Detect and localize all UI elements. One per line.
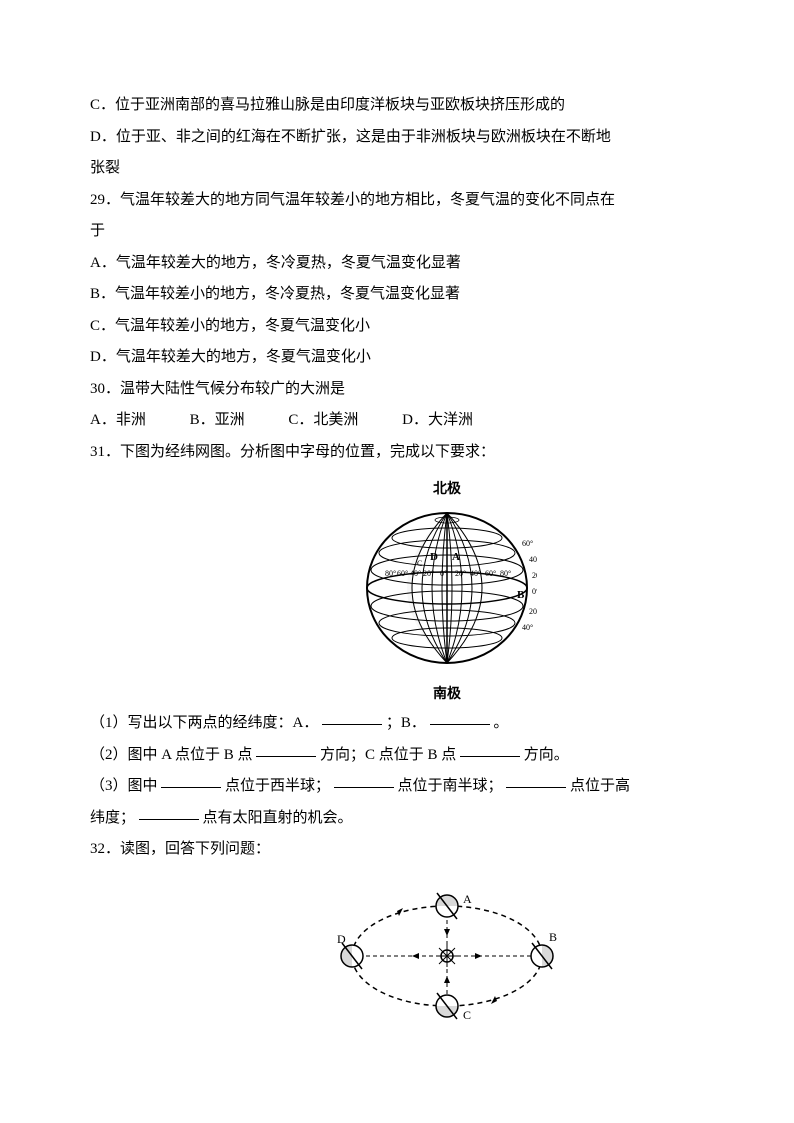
svg-text:40°: 40° <box>522 623 533 632</box>
globe-figure-container: 北极 80° 60° 40° 20° 0° <box>90 478 704 703</box>
blank-dir2[interactable] <box>460 742 520 757</box>
svg-text:80°: 80° <box>500 569 511 578</box>
svg-text:D: D <box>430 551 438 563</box>
q32-stem: 32．读图，回答下列问题： <box>90 834 704 866</box>
q31-sub3-l1: （3）图中 点位于西半球； 点位于南半球； 点位于高 <box>90 771 704 803</box>
orbit-figure-container: A B C D <box>90 881 704 1031</box>
svg-text:60°: 60° <box>522 539 533 548</box>
svg-text:20°: 20° <box>532 571 537 580</box>
globe-south-label: 南极 <box>357 683 537 703</box>
svg-text:A: A <box>463 892 472 906</box>
q31-sub2-b: 方向；C 点位于 B 点 <box>320 747 456 763</box>
q30-options-row: A．非洲 B．亚洲 C．北美洲 D．大洋洲 <box>90 405 704 437</box>
q31-sub3-c: 点位于南半球； <box>398 778 503 794</box>
q29-option-b: B．气温年较差小的地方，冬冷夏热，冬夏气温变化显著 <box>90 279 704 311</box>
q29-stem-l2: 于 <box>90 216 704 248</box>
q31-stem: 31．下图为经纬网图。分析图中字母的位置，完成以下要求： <box>90 437 704 469</box>
svg-text:20°: 20° <box>423 569 434 578</box>
q31-sub3-d: 点位于高 <box>570 778 630 794</box>
svg-text:B: B <box>517 589 525 601</box>
blank-west[interactable] <box>161 773 221 788</box>
q29-option-a: A．气温年较差大的地方，冬冷夏热，冬夏气温变化显著 <box>90 248 704 280</box>
q28-option-d-l1: D．位于亚、非之间的红海在不断扩张，这是由于非洲板块与欧洲板块在不断地 <box>90 122 704 154</box>
q30-option-d: D．大洋洲 <box>402 412 473 428</box>
q31-sub1-b: ；B． <box>386 715 426 731</box>
svg-text:20°: 20° <box>455 569 466 578</box>
blank-high[interactable] <box>506 773 566 788</box>
q29-option-d: D．气温年较差大的地方，冬夏气温变化小 <box>90 342 704 374</box>
svg-text:40°: 40° <box>470 569 481 578</box>
q31-sub1-a: （1）写出以下两点的经纬度：A． <box>90 715 318 731</box>
blank-dir1[interactable] <box>256 742 316 757</box>
globe-diagram-icon: 80° 60° 40° 20° 0° 20° 40° 60° 80° 60° 4… <box>357 498 537 678</box>
q31-sub3-l2: 纬度； 点有太阳直射的机会。 <box>90 803 704 835</box>
q31-sub1-c: 。 <box>493 715 508 731</box>
svg-text:A: A <box>452 551 460 563</box>
q31-sub3-l2b: 点有太阳直射的机会。 <box>203 810 353 826</box>
q31-sub3-b: 点位于西半球； <box>225 778 330 794</box>
orbit-diagram-icon: A B C D <box>337 881 557 1031</box>
globe-north-label: 北极 <box>357 478 537 498</box>
svg-text:0°: 0° <box>440 569 447 578</box>
q28-option-d-l2: 张裂 <box>90 153 704 185</box>
q30-option-c: C．北美洲 <box>288 412 358 428</box>
blank-b[interactable] <box>430 710 490 725</box>
blank-a[interactable] <box>322 710 382 725</box>
blank-south[interactable] <box>334 773 394 788</box>
q31-sub2: （2）图中 A 点位于 B 点 方向；C 点位于 B 点 方向。 <box>90 740 704 772</box>
q31-sub3-a: （3）图中 <box>90 778 158 794</box>
svg-text:80°: 80° <box>385 569 396 578</box>
svg-text:60°: 60° <box>485 569 496 578</box>
svg-text:60°: 60° <box>397 569 408 578</box>
q30-option-a: A．非洲 <box>90 412 146 428</box>
q30-option-b: B．亚洲 <box>190 412 245 428</box>
q30-stem: 30．温带大陆性气候分布较广的大洲是 <box>90 374 704 406</box>
svg-text:0°: 0° <box>532 587 537 596</box>
q28-option-c: C．位于亚洲南部的喜马拉雅山脉是由印度洋板块与亚欧板块挤压形成的 <box>90 90 704 122</box>
svg-text:20°: 20° <box>529 607 537 616</box>
q29-option-c: C．气温年较差小的地方，冬夏气温变化小 <box>90 311 704 343</box>
q31-sub2-a: （2）图中 A 点位于 B 点 <box>90 747 253 763</box>
svg-text:40°: 40° <box>529 555 537 564</box>
q31-sub3-l2a: 纬度； <box>90 810 135 826</box>
q29-stem-l1: 29．气温年较差大的地方同气温年较差小的地方相比，冬夏气温的变化不同点在 <box>90 185 704 217</box>
svg-text:B: B <box>549 930 557 944</box>
q31-sub2-c: 方向。 <box>524 747 569 763</box>
svg-text:C: C <box>463 1008 471 1022</box>
q31-sub1: （1）写出以下两点的经纬度：A． ；B． 。 <box>90 708 704 740</box>
svg-text:D: D <box>337 932 346 946</box>
blank-sun[interactable] <box>139 805 199 820</box>
svg-text:C: C <box>417 559 422 568</box>
